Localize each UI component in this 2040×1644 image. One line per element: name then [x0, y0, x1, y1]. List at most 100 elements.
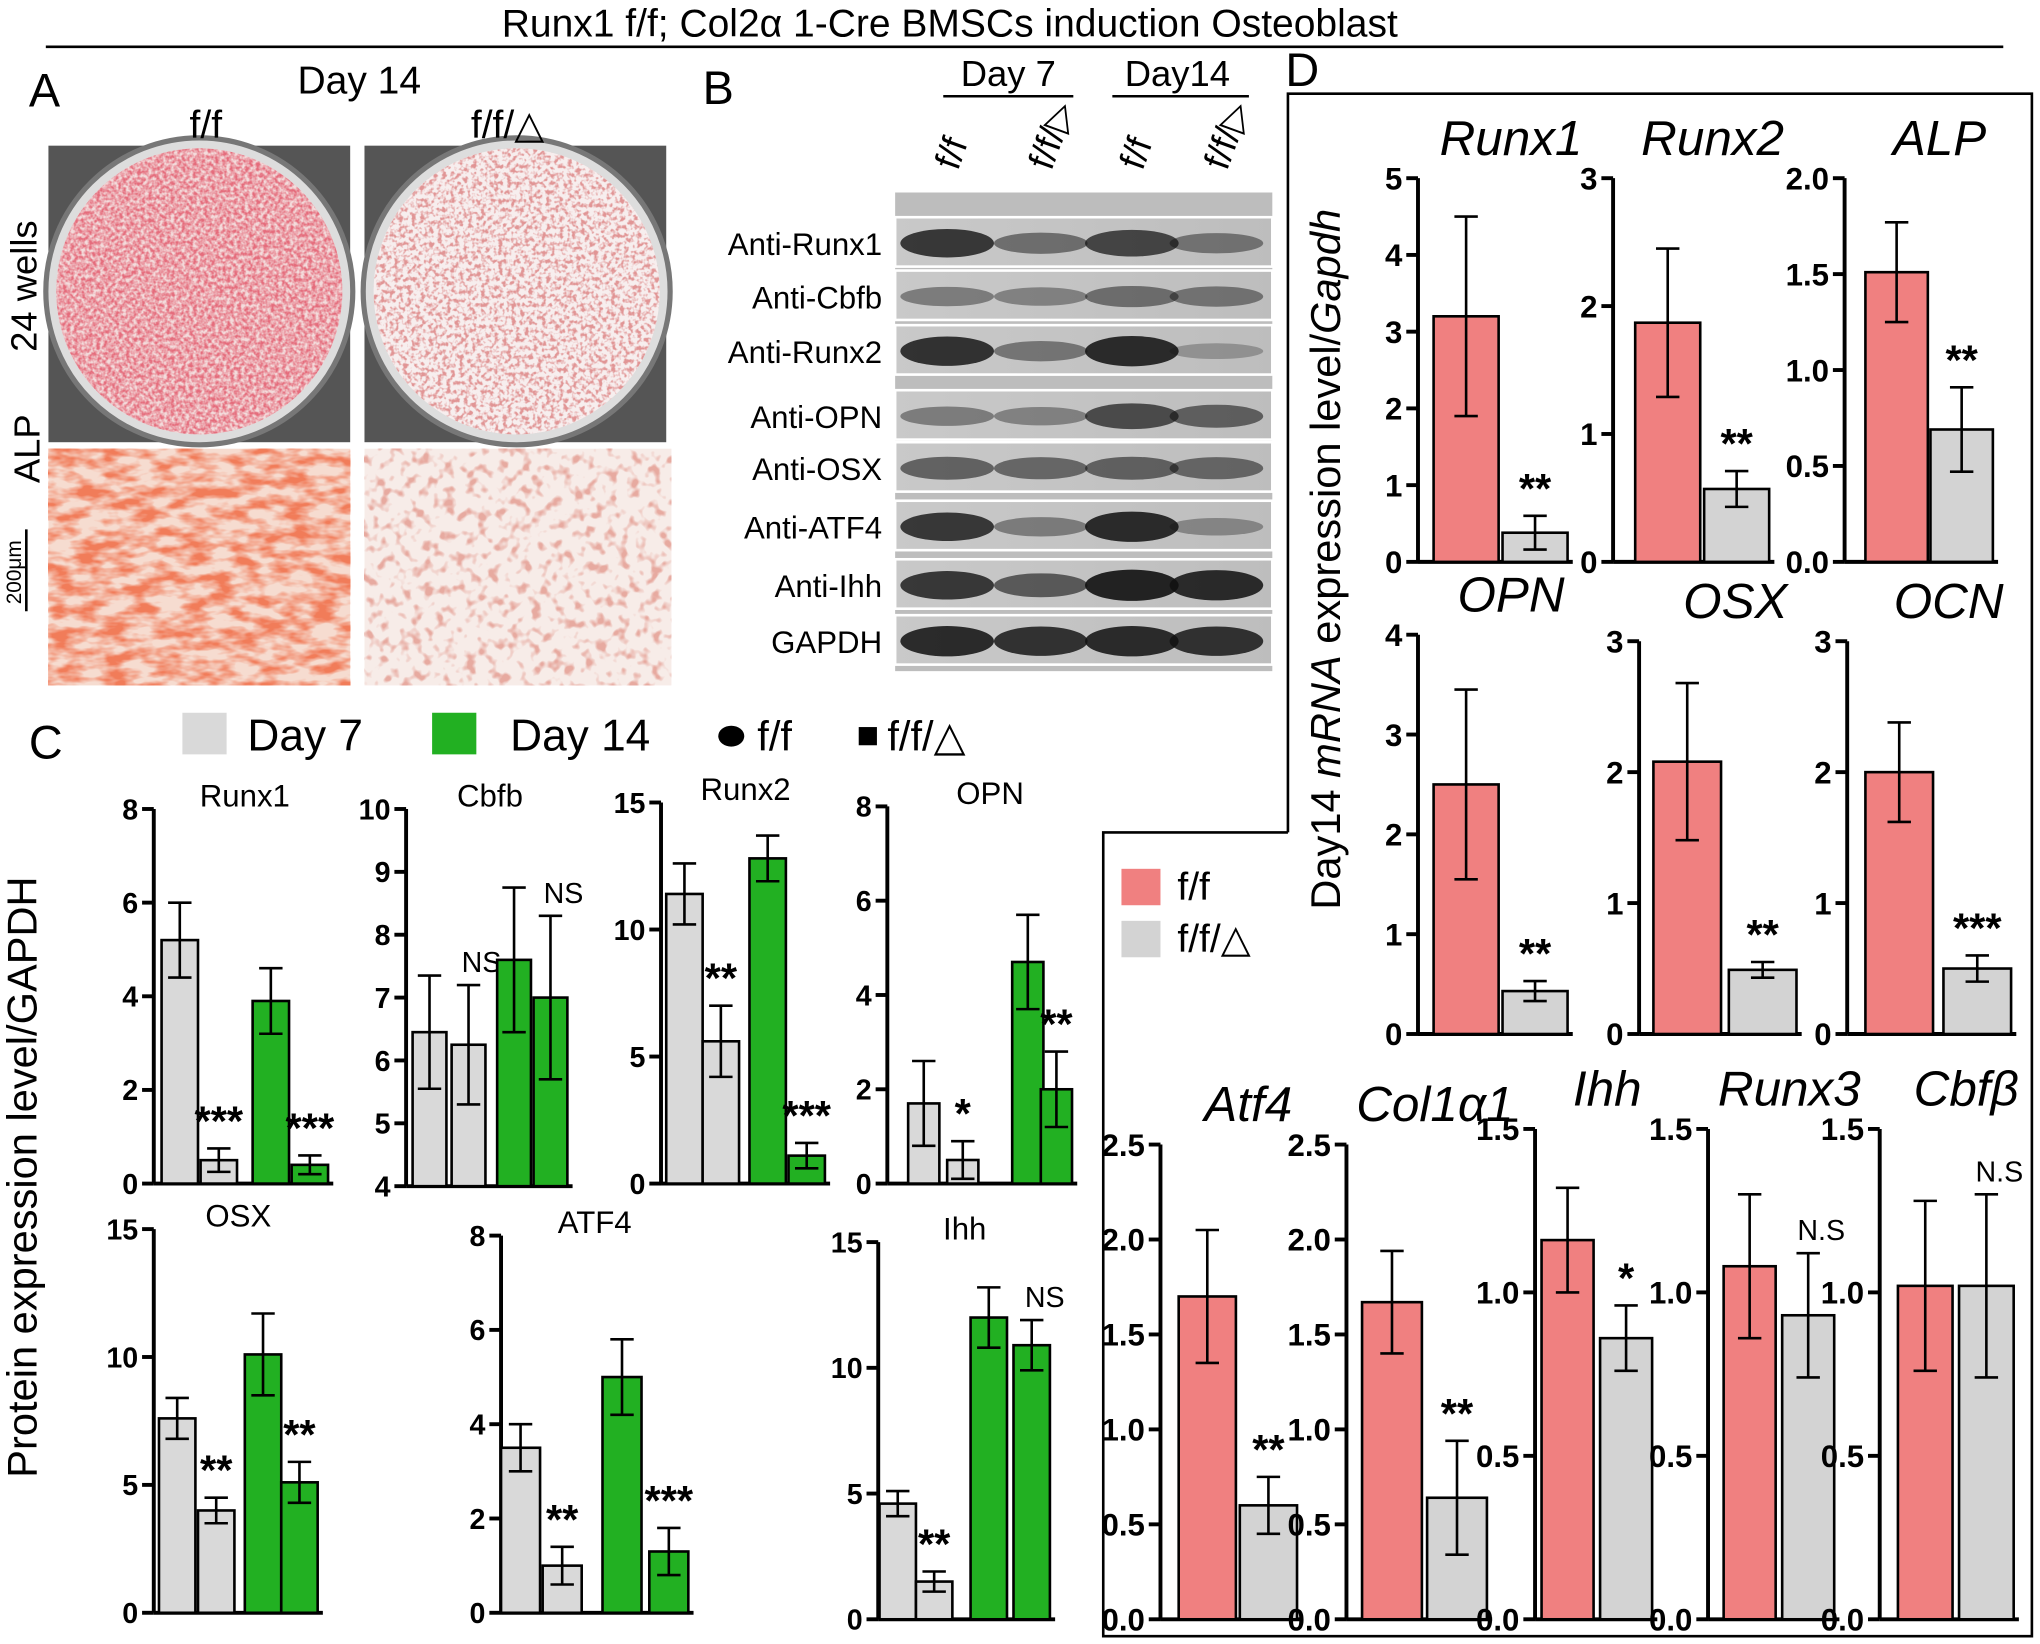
blot-band — [993, 287, 1088, 306]
chart-title: Col1α1 — [1356, 1077, 1513, 1132]
y-tick-label: 6 — [122, 888, 138, 920]
error-bar — [1974, 1193, 1999, 1379]
chart: 0 1 2 3 ** Runx2 — [1580, 111, 1784, 580]
column-label: f/f — [190, 104, 223, 147]
band-label: Anti-ATF4 — [744, 510, 882, 545]
group-label: Day14 — [1125, 53, 1230, 94]
error-bar — [1044, 1050, 1069, 1129]
error-bar — [1887, 721, 1911, 824]
significance-label: *** — [195, 1097, 244, 1144]
y-tick-label: 2.0 — [1287, 1223, 1330, 1258]
y-tick-label: 0.0 — [1821, 1603, 1864, 1638]
blot-band — [900, 286, 994, 307]
band-label: GAPDH — [771, 625, 882, 660]
y-tick-label: 4 — [122, 982, 138, 1014]
chart-title: Atf4 — [1201, 1077, 1292, 1132]
y-tick-label: 1.0 — [1287, 1413, 1330, 1448]
y-tick-label: 6 — [375, 1046, 391, 1078]
significance-label: *** — [286, 1104, 335, 1151]
scale-label: 200μm — [3, 540, 26, 604]
blot-strip — [893, 269, 1274, 322]
significance-label: ** — [918, 1521, 951, 1568]
panel-a-images — [25, 135, 673, 686]
blot-band — [1085, 456, 1179, 480]
panel-d-frame — [1101, 92, 2034, 1638]
y-tick-label: 1.5 — [1476, 1112, 1519, 1147]
y-tick-label: 7 — [375, 983, 391, 1015]
error-bar — [1523, 514, 1547, 551]
y-axis-label: Protein expression level/GAPDH — [0, 876, 46, 1477]
chart: 0.0 0.5 1.0 1.5 2.0 ** ALP — [1786, 111, 1999, 580]
error-bar — [1454, 688, 1478, 881]
error-bar — [794, 1141, 819, 1170]
error-bar — [417, 974, 442, 1091]
chart-title: Runx3 — [1718, 1062, 1861, 1117]
blot-band — [993, 341, 1088, 362]
y-tick-label: 3 — [1814, 624, 1831, 659]
legend-label: Day 7 — [247, 711, 363, 760]
y-tick-label: 0.0 — [1476, 1603, 1519, 1638]
error-bar — [886, 1489, 910, 1518]
chart: 0.0 0.5 1.0 1.5 * Ihh — [1476, 1062, 1658, 1638]
significance-label: N.S — [1976, 1156, 2024, 1188]
y-tick-label: 4 — [1385, 618, 1403, 653]
blot-band — [900, 406, 994, 426]
y-tick-label: 8 — [122, 794, 138, 826]
y-tick-label: 0 — [122, 1598, 138, 1630]
y-tick-label: 0.5 — [1821, 1439, 1864, 1474]
significance-label: *** — [645, 1477, 694, 1524]
blot-band — [1085, 285, 1179, 308]
bar — [664, 892, 704, 1185]
y-tick-label: 0 — [470, 1598, 486, 1630]
chart-title: OPN — [956, 776, 1024, 811]
blot-band — [1169, 570, 1264, 601]
bar — [499, 1446, 542, 1615]
error-bar — [502, 886, 526, 1034]
significance-label: ** — [1519, 930, 1552, 977]
chart: 0.0 0.5 1.0 1.5 2.0 2.5 ** Atf4 — [1101, 1077, 1303, 1638]
y-tick-label: 0.0 — [1287, 1603, 1330, 1638]
bar — [1727, 968, 1798, 1036]
y-tick-label: 8 — [856, 792, 872, 824]
blot-band — [993, 406, 1088, 426]
y-tick-label: 2 — [1814, 755, 1831, 790]
chart-title: Runx1 — [200, 778, 290, 813]
blot-band — [900, 571, 994, 600]
significance-label: NS — [462, 947, 502, 979]
blot-band — [1169, 343, 1264, 360]
panel-label: A — [29, 65, 61, 117]
bar — [878, 1502, 918, 1621]
error-bar — [168, 901, 192, 979]
y-tick-label: 1.5 — [1287, 1318, 1330, 1353]
blot-band — [1085, 336, 1179, 367]
y-tick-label: 0.5 — [1649, 1439, 1692, 1474]
bar — [196, 1509, 236, 1615]
significance-label: * — [955, 1090, 972, 1137]
blot-band — [993, 457, 1088, 480]
micro-texture — [48, 448, 351, 686]
blot-band — [1085, 569, 1179, 601]
significance-label: ** — [705, 955, 738, 1002]
error-bar — [912, 1059, 936, 1148]
y-tick-label: 1.0 — [1101, 1413, 1144, 1448]
chart-title: Runx2 — [700, 772, 790, 807]
blot-band — [1085, 229, 1179, 257]
y-tick-label: 1.0 — [1786, 353, 1829, 388]
chart-title: Cbfb — [457, 778, 523, 813]
blot-band — [993, 626, 1088, 656]
y-tick-label: 2 — [856, 1075, 872, 1107]
blot-band — [1085, 511, 1179, 542]
y-tick-label: 1.5 — [1786, 257, 1829, 292]
band-label: Anti-Ihh — [775, 569, 883, 604]
y-tick-label: 1.5 — [1649, 1112, 1692, 1147]
band-label: Anti-OSX — [752, 452, 882, 487]
error-bar — [1656, 247, 1680, 399]
band-label: Anti-Cbfb — [752, 280, 882, 315]
bar — [157, 1417, 197, 1615]
y-tick-label: 10 — [831, 1353, 863, 1385]
y-tick-label: 5 — [629, 1042, 645, 1074]
